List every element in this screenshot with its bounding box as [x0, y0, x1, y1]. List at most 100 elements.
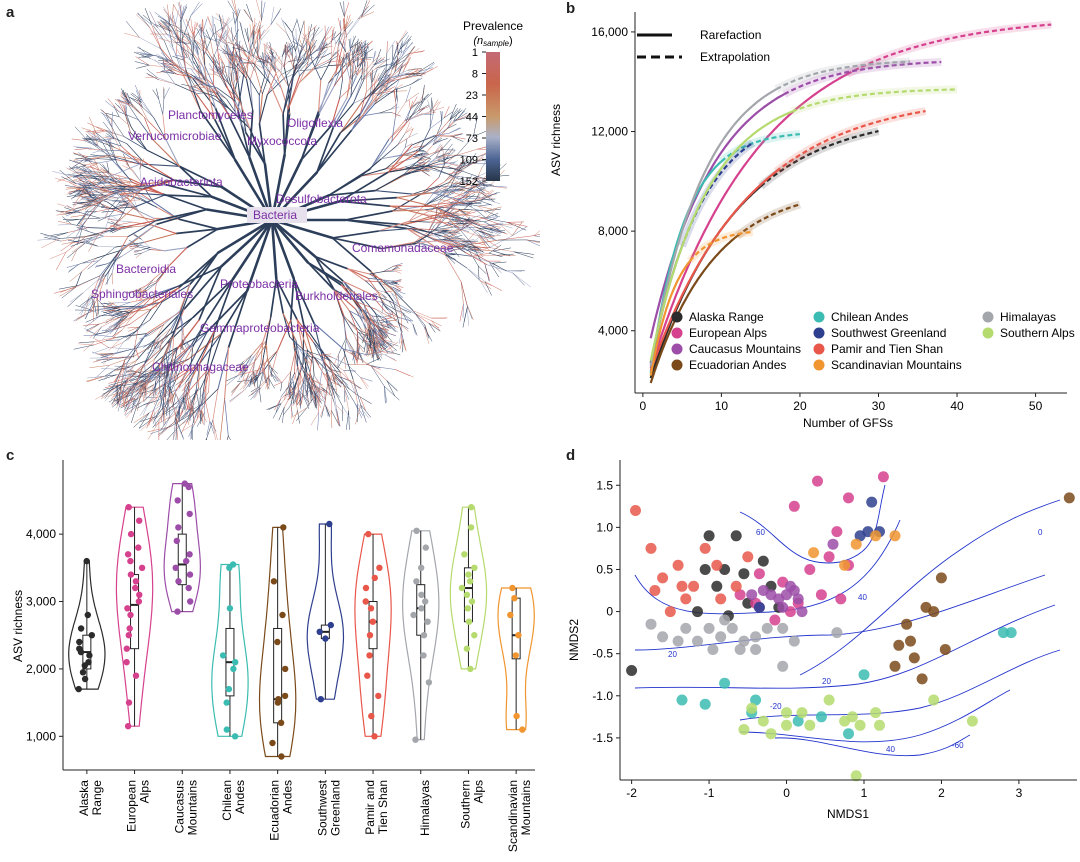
tree-branch	[292, 277, 316, 325]
violin-point	[371, 574, 378, 582]
nmds-y-tick-label: 0	[606, 605, 613, 619]
tree-branch	[345, 63, 350, 79]
tree-branch	[275, 70, 282, 90]
tree-branch	[360, 404, 367, 423]
tree-branch	[122, 92, 130, 105]
tree-branch	[149, 301, 163, 321]
tree-branch	[459, 190, 482, 194]
tree-branch	[478, 204, 492, 207]
tree-branch	[120, 359, 126, 387]
tree-branch	[161, 63, 173, 71]
tree-branch	[399, 317, 412, 321]
tree-branch	[475, 209, 489, 212]
tree-branch	[229, 389, 246, 403]
tree-branch	[453, 110, 465, 123]
tree-branch	[318, 389, 326, 406]
tree-branch	[124, 397, 134, 415]
violin-x-tick-label: ScandinavianMountains	[506, 780, 533, 852]
tree-branch	[356, 301, 377, 310]
tree-branch	[453, 244, 466, 254]
tree-branch	[190, 392, 205, 409]
nmds-x-tick-label: 1	[861, 786, 868, 800]
tree-branch	[176, 411, 195, 429]
tree-branch	[124, 32, 140, 38]
tree-branch	[72, 152, 89, 157]
tree-branch	[443, 252, 462, 283]
violin-point	[412, 736, 419, 743]
tree-branch	[182, 327, 184, 340]
tree-branch	[389, 73, 411, 79]
violin-point	[464, 605, 471, 612]
tree-branch	[168, 388, 170, 403]
tree-branch	[174, 83, 197, 94]
tree-branch	[313, 342, 323, 361]
tree-branch	[275, 277, 298, 321]
prevalence-legend-title: Prevalence	[463, 19, 523, 33]
tree-branch	[334, 353, 339, 364]
tree-branch	[352, 51, 357, 70]
tree-branch	[367, 277, 383, 281]
tree-branch	[225, 43, 230, 59]
tree-branch	[103, 209, 110, 220]
violin-point	[83, 557, 90, 565]
tree-branch	[398, 330, 402, 344]
tree-branch	[106, 272, 109, 285]
tree-branch	[108, 197, 119, 210]
tree-branch	[144, 337, 157, 364]
tree-branch	[356, 403, 358, 423]
tree-branch	[486, 224, 502, 228]
violin-point	[326, 520, 333, 528]
rarefaction-x-tick-label: 0	[640, 399, 647, 413]
tree-branch	[160, 71, 174, 74]
tree-branch	[440, 229, 453, 232]
tree-branch	[374, 84, 388, 105]
tree-branch	[369, 138, 390, 170]
violin-point	[327, 621, 334, 629]
tree-branch	[397, 132, 406, 146]
tree-branch	[431, 99, 434, 114]
tree-branch	[134, 194, 166, 208]
tree-branch	[133, 345, 136, 358]
tree-branch	[118, 111, 139, 120]
tree-branch	[57, 220, 72, 225]
tree-branch	[435, 203, 440, 217]
tree-branch	[375, 59, 388, 69]
tree-branch	[452, 182, 468, 188]
tree-branch	[231, 27, 234, 42]
tree-branch	[384, 291, 392, 293]
violin-x-tick-label: CaucasusMountains	[172, 780, 199, 835]
tree-branch	[452, 226, 478, 231]
tree-branch	[160, 406, 165, 423]
tree-branch	[413, 140, 422, 148]
tree-branch	[137, 366, 160, 384]
tree-branch	[279, 70, 290, 88]
tree-branch	[384, 291, 391, 296]
tree-branch	[168, 409, 180, 420]
tree-branch	[408, 220, 431, 223]
tree-branch	[386, 69, 393, 86]
tree-branch	[476, 190, 484, 199]
tree-branch	[191, 407, 196, 424]
tree-branch	[81, 137, 97, 141]
tree-branch	[371, 343, 374, 359]
tree-branch	[375, 289, 385, 293]
tree-branch	[348, 310, 367, 321]
tree-branch	[61, 176, 77, 184]
tree-branch	[173, 371, 176, 382]
nmds-x-tick-label: -2	[626, 786, 637, 800]
tree-branch	[141, 249, 151, 254]
violin-shape	[449, 506, 488, 670]
tree-branch	[105, 316, 117, 321]
tree-branch	[296, 394, 304, 406]
tree-branch	[68, 187, 86, 193]
violin-point	[172, 564, 179, 571]
nmds-point	[788, 635, 800, 647]
tree-branch	[107, 218, 119, 221]
tree-branch	[359, 56, 373, 60]
tree-branch	[198, 54, 200, 69]
tree-branch	[101, 249, 121, 277]
tree-branch	[443, 111, 453, 119]
taxon-label-sphingobacteriales: Sphingobacteriales	[91, 287, 193, 301]
tree-branch	[165, 353, 172, 394]
tree-branch	[244, 28, 249, 42]
